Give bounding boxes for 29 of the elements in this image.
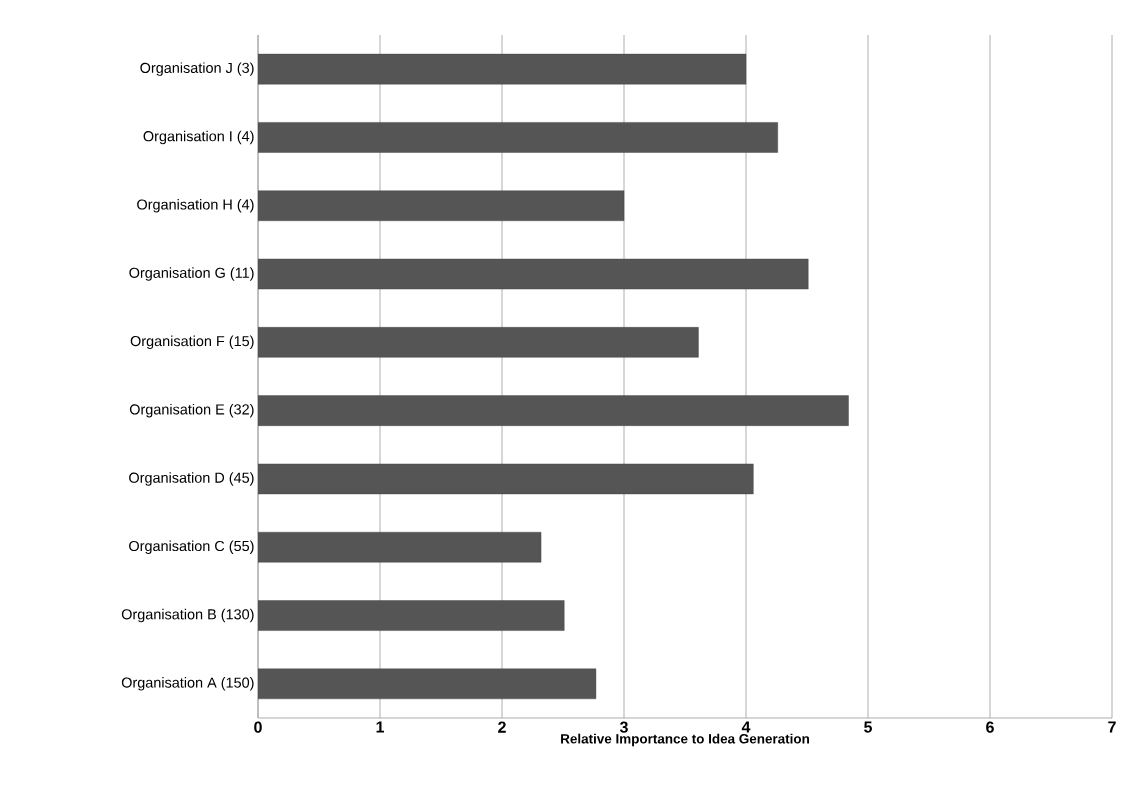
y-tick-label: Organisation A (150) [121, 677, 254, 691]
bar [258, 532, 542, 563]
x-tick-label: 4 [741, 721, 751, 733]
y-tick-label: Organisation G (11) [129, 267, 254, 281]
bar [258, 600, 565, 631]
bar [258, 395, 849, 426]
x-tick-label: 2 [498, 721, 506, 733]
x-tick-label: 0 [254, 721, 262, 733]
bar [258, 327, 699, 358]
x-tick-label: 5 [864, 721, 872, 733]
y-tick-label: Organisation J (3) [140, 62, 254, 76]
y-tick-label: Organisation H (4) [137, 199, 254, 213]
bar [258, 258, 809, 290]
x-tick-label: 3 [619, 721, 628, 733]
bar [258, 53, 747, 85]
bar [258, 122, 778, 153]
y-tick-label: Organisation C (55) [129, 540, 254, 554]
bar [258, 463, 754, 495]
y-tick-label: Organisation F (15) [130, 335, 254, 350]
y-tick-label: Organisation D (45) [129, 472, 254, 486]
x-axis-title: Relative Importance to Idea Generation [561, 733, 809, 747]
x-tick-label: 7 [1108, 721, 1116, 733]
bar [258, 668, 597, 700]
bar [258, 190, 625, 221]
y-tick-label: Organisation I (4) [143, 130, 254, 145]
y-tick-label: Organisation E (32) [129, 403, 254, 418]
x-tick-label: 6 [986, 721, 994, 733]
y-tick-label: Organisation B (130) [121, 608, 254, 623]
x-tick-label: 1 [376, 721, 384, 733]
